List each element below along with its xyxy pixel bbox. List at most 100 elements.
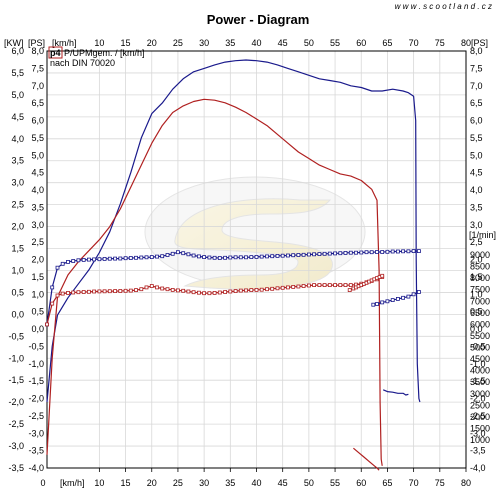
x-axis-bottom-ticks: 10 15 20 25 30 35 40 45 50 55 60 65 70 75 80 0 [40,468,471,488]
legend-tag-box [48,46,63,59]
data-point-rpm_red [301,284,306,288]
data-point-rpm_blue [285,253,290,258]
data-point-rpm_blue [306,252,311,257]
y-ps-right-tick-label: -3,5 [470,446,486,456]
y-kw-tick-label: -3,0 [8,441,24,451]
data-point-rpm_blue [66,259,70,264]
rpm-tick-label: 9000 [470,250,490,260]
data-point-rpm_blue [107,256,112,261]
data-point-rpm_blue [160,254,165,259]
series-line-torque_kw_tail [353,447,380,471]
data-point-rpm_red [343,283,348,288]
data-point-rpm_red [97,289,102,294]
y-ps-right-tick-label: -0,5 [470,341,486,351]
data-point-rpm_red [217,290,222,295]
data-point-rpm_blue [369,250,374,255]
data-point-rpm_blue [364,250,369,255]
y-ps-right-tick-label: -2,0 [470,394,486,404]
data-point-rpm_blue [228,255,233,260]
y-axis-ps-right-ticks: 8,0 7,5 7,0 6,5 6,0 5,5 5,0 4,5 4,0 3,5 3,0 2,5 2,0 1… [470,46,486,473]
y-ps-tick-label: 8,0 [31,46,44,56]
data-point-rpm_blue [181,251,186,256]
data-point-rpm_red [113,289,117,294]
data-point-rpm_red [92,289,96,294]
y-axis-ps-right-unit: [PS] [471,38,488,48]
data-point-rpm_red [191,290,196,295]
y-ps-tick-label: 5,0 [31,150,44,160]
x-axis-bottom-unit: [km/h] [60,478,85,488]
data-point-rpm_red [181,288,186,293]
y-ps-tick-label: 3,5 [31,202,44,212]
data-point-rpm_red [265,287,269,292]
y-ps-tick-label: -1,5 [28,376,44,386]
data-point-rpm_blue [254,254,259,259]
data-point-rpm_red [238,288,243,293]
x-tick-label-bottom: 45 [278,478,288,488]
y-ps-right-tick-label: 4,5 [470,168,483,178]
y-kw-tick-label: 5,5 [11,68,24,78]
y-ps-right-tick-label: 3,5 [470,202,483,212]
data-point-rpm_red [87,289,91,294]
data-point-rpm_red [348,283,353,288]
y-kw-tick-label: -3,5 [8,463,24,473]
data-point-rpm_red [128,288,133,293]
x-tick-label-top: 70 [409,38,419,48]
legend-line-2: nach DIN 70020 [50,58,115,68]
data-point-rpm_blue [401,249,406,254]
data-point-rpm_blue [144,255,149,260]
y-ps-tick-label: 1,5 [31,272,44,282]
data-point-rpm_blue [149,255,154,260]
y-ps-tick-label: -1,0 [28,359,44,369]
data-point-rpm_red [175,288,180,293]
y-kw-tick-label: 1,0 [11,265,24,275]
data-point-rpm_red [196,290,201,295]
x-tick-label-bottom: 70 [409,478,419,488]
y-ps-right-tick-label: -4,0 [470,463,486,473]
y-ps-right-tick-label: 7,5 [470,63,483,73]
y-ps-right-tick-label: 8,0 [470,46,483,56]
data-point-rpm_blue [191,253,196,258]
y-ps-tick-label: 6,0 [31,116,44,126]
data-point-rpm_red [139,287,144,292]
x-tick-label-zero: 0 [40,478,45,488]
data-point-rpm_red [170,287,175,292]
data-point-rpm_blue [217,256,222,260]
data-point-rpm_blue [139,255,144,260]
data-point-rpm_red [149,284,154,288]
x-tick-label-top: 55 [330,38,340,48]
data-point-rpm_blue [102,256,107,261]
data-point-rpm_blue [212,255,217,260]
data-point-rpm_blue [55,265,60,270]
y-ps-right-tick-label: 6,0 [470,116,483,126]
x-tick-label-bottom: 35 [225,478,235,488]
rpm-tick-label: 1000 [470,435,490,445]
x-tick-label-top: 30 [199,38,209,48]
rpm-tick-label: 6000 [470,319,490,329]
data-point-rpm_red [76,290,81,295]
data-point-rpm_blue_drop [385,299,390,304]
rpm-tick-label: 6500 [470,308,490,318]
y-kw-tick-label: -1,5 [8,375,24,385]
data-point-rpm_red [45,322,49,327]
data-point-rpm_blue [134,255,138,260]
data-point-rpm_blue [170,251,175,256]
data-point-rpm_blue [233,255,238,260]
data-point-rpm_red [118,289,123,293]
x-tick-label-top: 45 [278,38,288,48]
data-point-rpm_blue [354,250,358,255]
y-kw-tick-label: -2,0 [8,397,24,407]
x-tick-label-top: 75 [435,38,445,48]
data-point-rpm_blue [87,257,91,262]
x-tick-label-top: 25 [173,38,183,48]
data-point-rpm_blue_drop [416,290,421,294]
data-point-rpm_blue_drop [375,302,379,306]
data-point-rpm_blue [238,255,243,260]
x-tick-label-top: 80 [461,38,471,48]
y-kw-tick-label: -2,5 [8,419,24,429]
data-point-rpm_red [55,293,60,298]
data-point-rpm_blue_drop [380,300,385,305]
data-point-rpm_blue_drop [411,292,416,297]
x-tick-label-bottom: 55 [330,478,340,488]
data-point-rpm_red [322,283,327,288]
y-ps-right-tick-label: 1,5 [470,272,483,282]
